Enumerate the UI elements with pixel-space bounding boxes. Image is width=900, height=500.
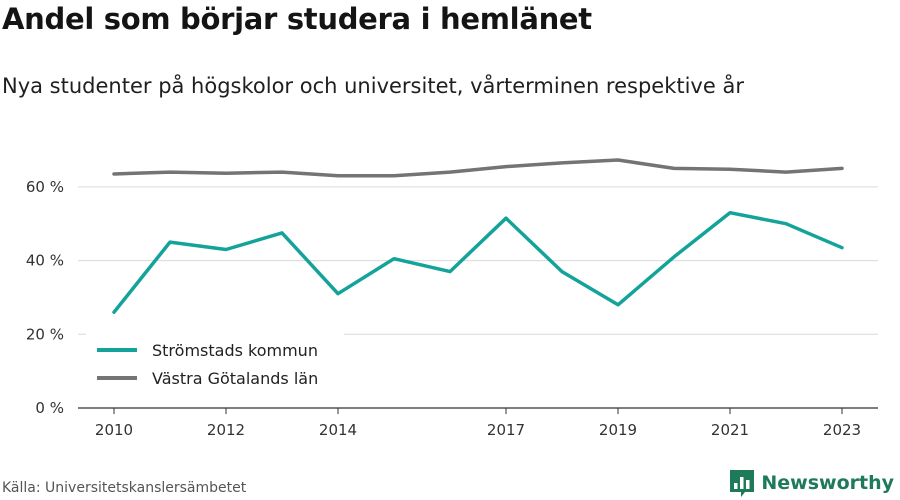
y-tick-label: 60 % [26,178,64,196]
x-tick-label: 2014 [319,421,357,439]
series-line-vastra-gotaland [112,158,844,178]
series-line-stromstad [112,210,844,314]
chart-subtitle: Nya studenter på högskolor och universit… [2,74,744,98]
legend-label: Västra Götalands län [152,369,318,388]
x-tick-label: 2012 [207,421,245,439]
legend-label: Strömstads kommun [152,341,318,360]
y-tick-label: 40 % [26,252,64,270]
x-tick-label: 2023 [823,421,861,439]
newsworthy-brand: Newsworthy [729,468,894,498]
y-tick-label: 0 % [35,399,64,417]
source-note: Källa: Universitetskanslersämbetet [2,480,247,496]
x-tick-label: 2019 [599,421,637,439]
legend-background [86,332,344,396]
brand-name: Newsworthy [761,472,894,494]
y-tick-label: 20 % [26,325,64,343]
x-tick-label: 2010 [95,421,133,439]
x-tick-label: 2017 [487,421,525,439]
chart-title: Andel som börjar studera i hemlänet [2,2,592,36]
line-chart: 0 % 20 % 40 % 60 % 2010 2012 2014 2017 2019 2021 2… [26,158,878,439]
x-tick-label: 2021 [711,421,749,439]
bar-chart-logo-icon [730,470,755,497]
